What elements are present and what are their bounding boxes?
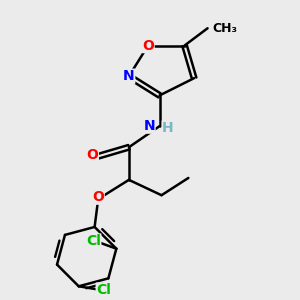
Text: O: O — [92, 190, 104, 204]
Text: CH₃: CH₃ — [212, 22, 237, 35]
Text: H: H — [162, 121, 174, 135]
Text: O: O — [86, 148, 98, 162]
Text: N: N — [143, 119, 155, 133]
Text: Cl: Cl — [96, 283, 111, 297]
Text: O: O — [142, 38, 154, 52]
Text: Cl: Cl — [86, 234, 101, 248]
Text: N: N — [123, 69, 135, 83]
